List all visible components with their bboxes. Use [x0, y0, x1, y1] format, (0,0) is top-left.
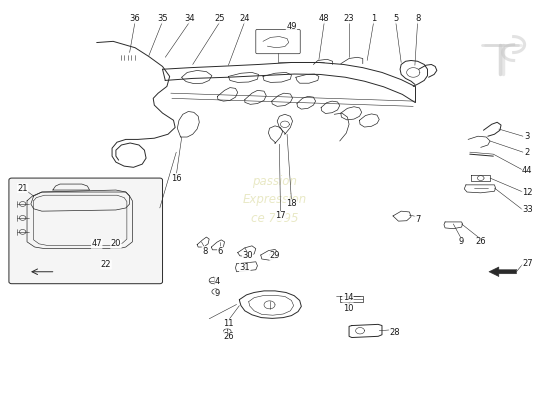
Text: 27: 27 — [522, 259, 532, 268]
Text: 31: 31 — [239, 263, 250, 272]
Text: 11: 11 — [223, 319, 234, 328]
Text: 3: 3 — [525, 132, 530, 141]
Text: 20: 20 — [111, 239, 121, 248]
Text: 8: 8 — [415, 14, 420, 23]
Text: 2: 2 — [525, 148, 530, 157]
Text: 7: 7 — [415, 216, 420, 224]
Text: 23: 23 — [344, 14, 354, 23]
Text: 14: 14 — [343, 293, 353, 302]
Text: 10: 10 — [343, 304, 353, 313]
Text: 25: 25 — [215, 14, 226, 23]
Text: 33: 33 — [522, 206, 533, 214]
Text: 4: 4 — [214, 277, 220, 286]
Text: 22: 22 — [101, 260, 111, 269]
Text: 29: 29 — [270, 251, 280, 260]
Text: 26: 26 — [475, 237, 486, 246]
Text: 8: 8 — [202, 246, 207, 256]
Text: 21: 21 — [18, 184, 28, 192]
Text: 17: 17 — [275, 212, 286, 220]
Text: 6: 6 — [217, 246, 223, 256]
Text: 1: 1 — [371, 14, 376, 23]
Text: 44: 44 — [522, 166, 532, 175]
Text: 30: 30 — [242, 251, 253, 260]
Text: 34: 34 — [185, 14, 195, 23]
Text: 16: 16 — [171, 174, 182, 182]
FancyBboxPatch shape — [9, 178, 163, 284]
Text: 36: 36 — [130, 14, 140, 23]
Text: 9: 9 — [459, 237, 464, 246]
Text: 18: 18 — [286, 200, 297, 208]
Text: 35: 35 — [157, 14, 168, 23]
FancyBboxPatch shape — [256, 29, 300, 54]
Text: 28: 28 — [389, 328, 400, 337]
Text: 24: 24 — [240, 14, 250, 23]
Text: 5: 5 — [393, 14, 398, 23]
Text: 26: 26 — [223, 332, 234, 341]
Text: 49: 49 — [286, 22, 296, 31]
Text: 47: 47 — [91, 239, 102, 248]
Polygon shape — [489, 267, 516, 276]
Text: 12: 12 — [522, 188, 532, 196]
Text: 9: 9 — [214, 289, 220, 298]
Text: passion
Expression
ce 7895: passion Expression ce 7895 — [243, 176, 307, 224]
Text: 48: 48 — [319, 14, 329, 23]
